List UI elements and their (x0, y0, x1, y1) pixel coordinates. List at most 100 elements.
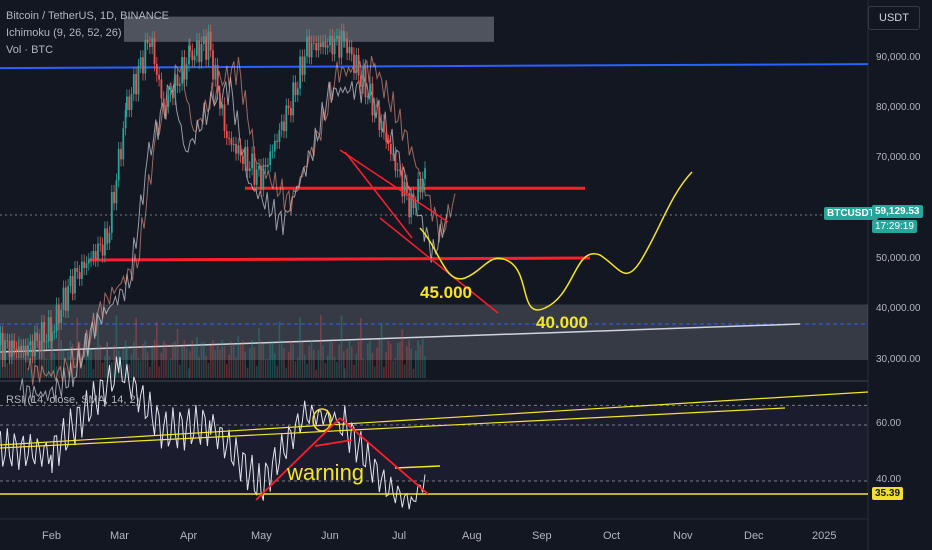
candle-body (417, 178, 419, 204)
month-label: Feb (42, 530, 61, 542)
candle-body (176, 74, 179, 86)
blue-level-line (0, 63, 869, 70)
candle-body (160, 79, 163, 99)
symbol-legend[interactable]: Bitcoin / TetherUS, 1D, BINANCE (6, 10, 170, 22)
candle-body (214, 64, 217, 80)
candle-body (235, 143, 237, 154)
candle-body (228, 137, 230, 139)
candle-body (396, 169, 399, 171)
volume-bar (348, 340, 351, 378)
volume-bar (357, 341, 360, 378)
volume-bar (264, 359, 267, 378)
volume-bar (51, 340, 53, 378)
volume-bar (262, 343, 265, 378)
volume-bar (158, 366, 160, 378)
candle-body (183, 57, 186, 80)
volume-bar (198, 356, 200, 378)
volume-bar (92, 369, 95, 378)
candle-body (69, 276, 72, 287)
volume-bar (350, 346, 353, 378)
candle-body (290, 108, 292, 116)
volume-bar (331, 342, 334, 378)
candle-body (115, 180, 118, 204)
volume-bar (367, 343, 369, 378)
volume-bar (191, 340, 194, 378)
volume-bar (27, 368, 29, 378)
volume-bar (160, 352, 163, 378)
candle-body (383, 121, 385, 133)
currency-selector[interactable]: USDT (868, 6, 920, 30)
candle-body (29, 341, 32, 346)
candle-body (364, 66, 367, 98)
candle-body (264, 164, 267, 167)
candle-body (212, 50, 214, 80)
warning-label: warning (287, 460, 365, 485)
candle-body (191, 50, 194, 61)
candle-body (310, 42, 313, 58)
candle-body (55, 304, 58, 332)
candle-body (165, 105, 167, 107)
rsi-trend-line (0, 407, 786, 449)
volume-bar (387, 340, 390, 378)
rsi-trend-line (0, 391, 869, 446)
price-tick: 50,000.00 (876, 253, 921, 264)
candle-body (205, 36, 207, 60)
ichimoku-legend[interactable]: Ichimoku (9, 26, 52, 26) (6, 27, 122, 39)
volume-bar (88, 340, 90, 378)
candle-body (87, 260, 90, 264)
rsi-legend[interactable]: RSI (14, close, SMA, 14, 2) (6, 394, 140, 406)
volume-bar (410, 349, 412, 378)
candle-body (355, 54, 358, 73)
candle-body (343, 38, 346, 41)
volume-bar (235, 357, 237, 378)
candle-body (209, 31, 212, 51)
candle-body (322, 41, 324, 48)
volume-bar (269, 343, 271, 378)
volume-legend[interactable]: Vol · BTC (6, 44, 54, 56)
month-label: May (251, 530, 272, 542)
candle-body (319, 42, 322, 48)
volume-bar (313, 349, 315, 378)
volume-bar (329, 341, 331, 378)
candle-body (132, 74, 135, 95)
candle-body (232, 143, 235, 145)
volume-bar (294, 361, 297, 378)
volume-bar (58, 322, 60, 378)
candle-body (53, 331, 56, 333)
candle-body (8, 341, 11, 358)
rsi-value-tag: 35.39 (872, 487, 904, 500)
volume-bar (43, 343, 45, 378)
volume-bar (207, 363, 210, 378)
candle-body (207, 31, 210, 60)
candle-body (262, 164, 265, 190)
volume-bar (50, 343, 52, 378)
candle-body (122, 128, 125, 160)
candle-body (139, 57, 142, 66)
candle-body (242, 155, 244, 164)
month-label: Dec (744, 530, 764, 542)
volume-bar (128, 364, 130, 378)
candle-body (392, 153, 394, 155)
volume-bar (290, 340, 292, 378)
candle-body (135, 74, 137, 95)
candle-body (269, 151, 272, 165)
candle-body (94, 251, 97, 260)
volume-bar (90, 349, 92, 378)
month-label: Jul (392, 530, 407, 542)
volume-bar (205, 355, 207, 378)
volume-bar (260, 340, 262, 378)
candle-body (137, 65, 140, 95)
volume-bar (65, 367, 67, 378)
volume-bar (97, 315, 99, 378)
red-channel-line (379, 217, 499, 314)
candle-body (283, 121, 285, 132)
candle-body (151, 38, 154, 47)
volume-bar (15, 357, 18, 378)
candle-body (113, 192, 115, 204)
volume-bar (167, 360, 170, 378)
volume-bar (203, 341, 205, 378)
candle-body (76, 268, 79, 273)
volume-bar (253, 347, 256, 378)
volume-bar (149, 366, 151, 378)
